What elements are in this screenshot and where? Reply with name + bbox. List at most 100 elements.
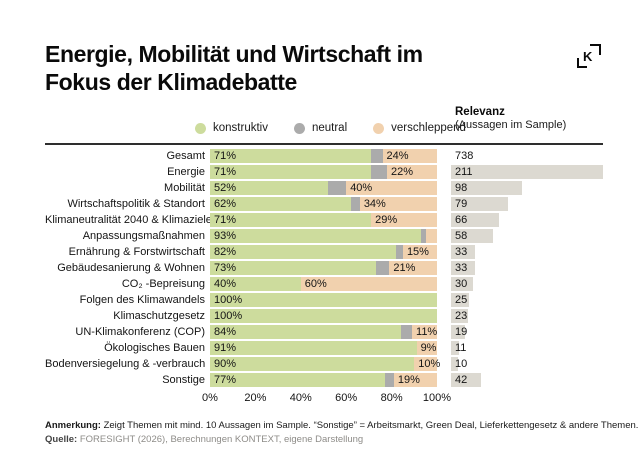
konstruktiv-value-label: 100%: [214, 294, 243, 306]
konstruktiv-value-label: 52%: [214, 182, 237, 194]
segment-verschleppend: [359, 197, 437, 211]
relevanz-bar: [451, 197, 508, 211]
chart-row: Gesamt 71% 24% 738: [45, 149, 603, 165]
x-tick-label: 60%: [335, 392, 358, 404]
chart-row: Sonstige 77% 19% 42: [45, 373, 603, 389]
segment-konstruktiv: [210, 293, 437, 307]
stacked-bar: 100%: [210, 309, 437, 323]
konstruktiv-value-label: 62%: [214, 198, 237, 210]
relevanz-bar: [451, 373, 482, 387]
anmerkung-label: Anmerkung:: [45, 420, 101, 431]
verschleppend-value-label: 29%: [375, 214, 398, 226]
chart-row: Klimaneutralität 2040 & Klimaziele 71% 29%…: [45, 213, 603, 229]
category-label: Gesamt: [166, 150, 205, 162]
relevanz-value: 58: [455, 230, 468, 242]
segment-verschleppend: [412, 325, 437, 339]
segment-konstruktiv: [210, 229, 422, 243]
relevanz-cell: 42: [451, 373, 603, 387]
segment-verschleppend: [393, 373, 437, 387]
relevanz-subtitle: (Aussagen im Sample): [455, 119, 567, 131]
logo-bracket-bottom-left-icon: [577, 58, 587, 68]
stacked-bar: 71% 22%: [210, 165, 437, 179]
stacked-bar: 40% 60%: [210, 277, 437, 291]
konstruktiv-value-label: 77%: [214, 374, 237, 386]
segment-verschleppend: [300, 277, 437, 291]
relevanz-bar: [451, 277, 473, 291]
quelle-text: FORESIGHT (2026), Berechnungen KONTEXT, …: [79, 434, 364, 445]
stacked-bar: 71% 24%: [210, 149, 437, 163]
segment-neutral: [384, 373, 394, 387]
segment-neutral: [328, 181, 347, 195]
relevanz-bar: [451, 357, 459, 371]
category-label: Folgen des Klimawandels: [79, 294, 205, 306]
legend-dot-icon: [373, 122, 385, 134]
footnotes: Anmerkung: Zeigt Themen mit mind. 10 Aus…: [45, 419, 638, 447]
chart-row: Bodenversiegelung & -verbrauch 90% 10% 10: [45, 357, 603, 373]
verschleppend-value-label: 11%: [416, 326, 438, 338]
konstruktiv-value-label: 40%: [214, 278, 237, 290]
segment-neutral: [396, 245, 403, 259]
stacked-bar: 62% 34%: [210, 197, 437, 211]
logo-letter: K: [583, 49, 593, 64]
verschleppend-value-label: 15%: [406, 246, 429, 258]
relevanz-value: 211: [455, 166, 473, 178]
segment-konstruktiv: [210, 149, 372, 163]
konstruktiv-value-label: 100%: [214, 310, 243, 322]
chart-row: Folgen des Klimawandels 100% 25: [45, 293, 603, 309]
category-label: Wirtschaftspolitik & Standort: [67, 198, 205, 210]
relevanz-cell: 19: [451, 325, 603, 339]
chart-row: Ernährung & Forstwirtschaft 82% 15% 33: [45, 245, 603, 261]
stacked-bar: 90% 10%: [210, 357, 440, 371]
relevanz-bar: [451, 261, 475, 275]
relevanz-value: 33: [455, 246, 468, 258]
konstruktiv-value-label: 82%: [214, 246, 237, 258]
relevanz-bar: [451, 229, 493, 243]
relevanz-bar: [451, 181, 522, 195]
legend-dot-icon: [195, 122, 206, 134]
relevanz-cell: 11: [451, 341, 603, 355]
verschleppend-value-label: 22%: [391, 166, 414, 178]
stacked-bar: 93%: [210, 229, 437, 243]
relevanz-cell: 211: [451, 165, 603, 179]
logo-bracket-top-right-icon: [590, 44, 601, 55]
relevanz-value: 738: [455, 150, 474, 162]
anmerkung-line: Anmerkung: Zeigt Themen mit mind. 10 Aus…: [45, 419, 638, 433]
legend-label: verschleppend: [391, 122, 466, 134]
konstruktiv-value-label: 91%: [214, 342, 237, 354]
chart-legend: konstruktiv neutral verschleppend: [195, 122, 466, 134]
relevanz-value: 30: [455, 278, 468, 290]
relevanz-cell: 30: [451, 277, 603, 291]
verschleppend-value-label: 40%: [350, 182, 373, 194]
relevanz-bar: [451, 309, 468, 323]
relevanz-cell: 58: [451, 229, 603, 243]
segment-verschleppend: [425, 229, 437, 243]
category-label: Ökologisches Bauen: [104, 342, 205, 354]
x-axis: 0% 20% 40% 60% 80% 100%: [202, 392, 451, 406]
x-tick-label: 40%: [289, 392, 312, 404]
header-divider: [45, 143, 603, 145]
relevanz-value: 19: [455, 326, 468, 338]
verschleppend-value-label: 34%: [363, 198, 386, 210]
segment-verschleppend: [389, 261, 437, 275]
kontext-logo: K: [576, 44, 602, 69]
segment-konstruktiv: [210, 261, 376, 275]
segment-verschleppend: [371, 213, 437, 227]
relevanz-bar: [451, 245, 475, 259]
relevanz-cell: 33: [451, 261, 603, 275]
konstruktiv-value-label: 90%: [214, 358, 237, 370]
legend-item-neutral: neutral: [293, 122, 347, 134]
segment-verschleppend: [387, 165, 437, 179]
category-label: CO₂ -Bepreisung: [121, 278, 205, 290]
relevanz-cell: 79: [451, 197, 603, 211]
segment-konstruktiv: [210, 245, 397, 259]
verschleppend-value-label: 21%: [393, 262, 416, 274]
quelle-line: Quelle: FORESIGHT (2026), Berechnungen K…: [45, 433, 620, 447]
stacked-bar: 84% 11%: [210, 325, 437, 339]
chart-row: Mobilität 52% 40% 98: [45, 181, 603, 197]
chart-row: Klimaschutzgesetz 100% 23: [45, 309, 603, 325]
relevanz-value: 98: [455, 182, 468, 194]
legend-label: konstruktiv: [213, 122, 268, 134]
category-label: Ernährung & Forstwirtschaft: [68, 246, 205, 258]
segment-konstruktiv: [210, 277, 301, 291]
verschleppend-value-label: 19%: [397, 374, 420, 386]
